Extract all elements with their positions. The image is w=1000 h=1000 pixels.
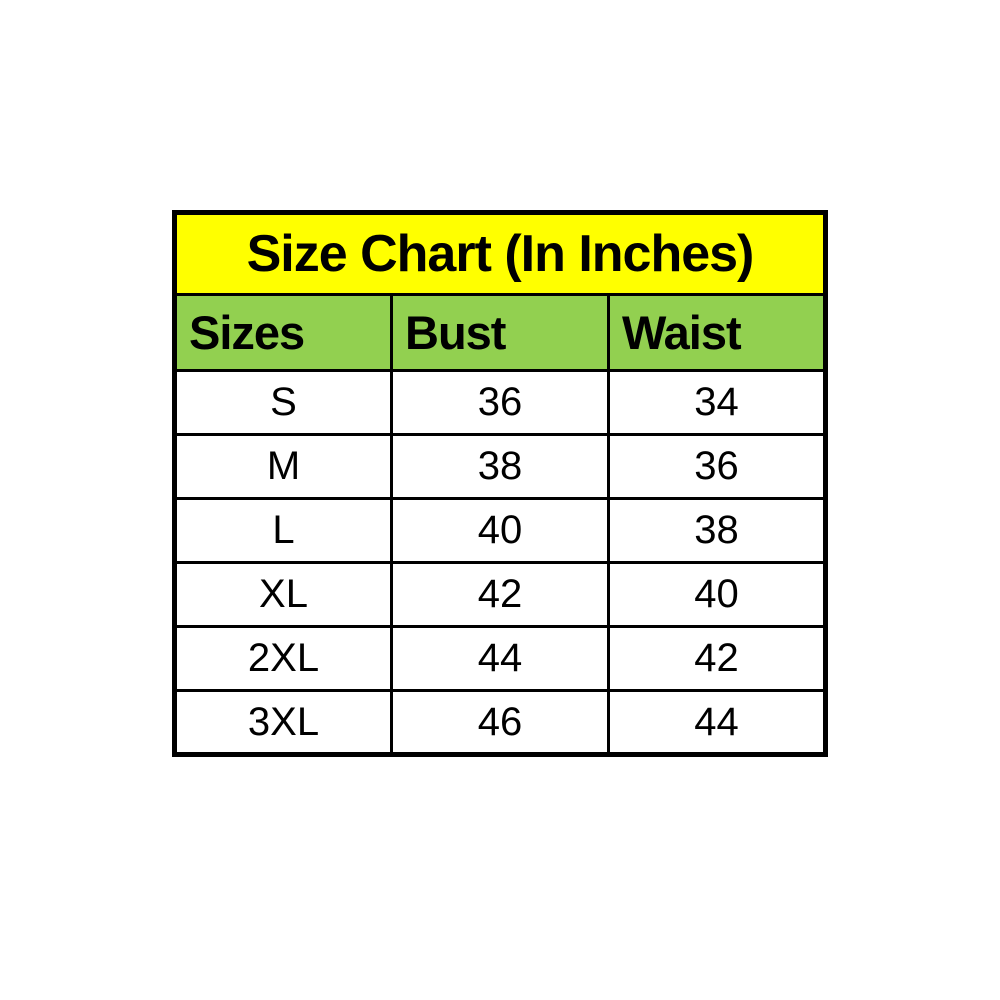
bust-cell: 38 (390, 433, 610, 500)
size-cell: L (173, 497, 393, 564)
header-row: Sizes Bust Waist (173, 293, 827, 372)
column-header-bust: Bust (390, 293, 610, 372)
table-row: L 40 38 (173, 497, 827, 564)
size-cell: XL (173, 561, 393, 628)
column-header-waist: Waist (607, 293, 827, 372)
table-row: 2XL 44 42 (173, 625, 827, 692)
size-cell: 2XL (173, 625, 393, 692)
bust-cell: 40 (390, 497, 610, 564)
table-row: XL 42 40 (173, 561, 827, 628)
bust-cell: 36 (390, 369, 610, 436)
size-chart-title: Size Chart (In Inches) (173, 211, 827, 296)
size-cell: M (173, 433, 393, 500)
size-cell: S (173, 369, 393, 436)
bust-cell: 42 (390, 561, 610, 628)
bust-cell: 44 (390, 625, 610, 692)
waist-cell: 44 (607, 689, 827, 756)
waist-cell: 38 (607, 497, 827, 564)
table-row: S 36 34 (173, 369, 827, 436)
waist-cell: 36 (607, 433, 827, 500)
waist-cell: 34 (607, 369, 827, 436)
size-chart-table: Size Chart (In Inches) Sizes Bust Waist … (172, 210, 828, 757)
column-header-sizes: Sizes (173, 293, 393, 372)
table-row: 3XL 46 44 (173, 689, 827, 756)
size-cell: 3XL (173, 689, 393, 756)
waist-cell: 40 (607, 561, 827, 628)
table-row: M 38 36 (173, 433, 827, 500)
bust-cell: 46 (390, 689, 610, 756)
title-row: Size Chart (In Inches) (173, 211, 827, 296)
size-chart: Size Chart (In Inches) Sizes Bust Waist … (172, 210, 828, 757)
waist-cell: 42 (607, 625, 827, 692)
